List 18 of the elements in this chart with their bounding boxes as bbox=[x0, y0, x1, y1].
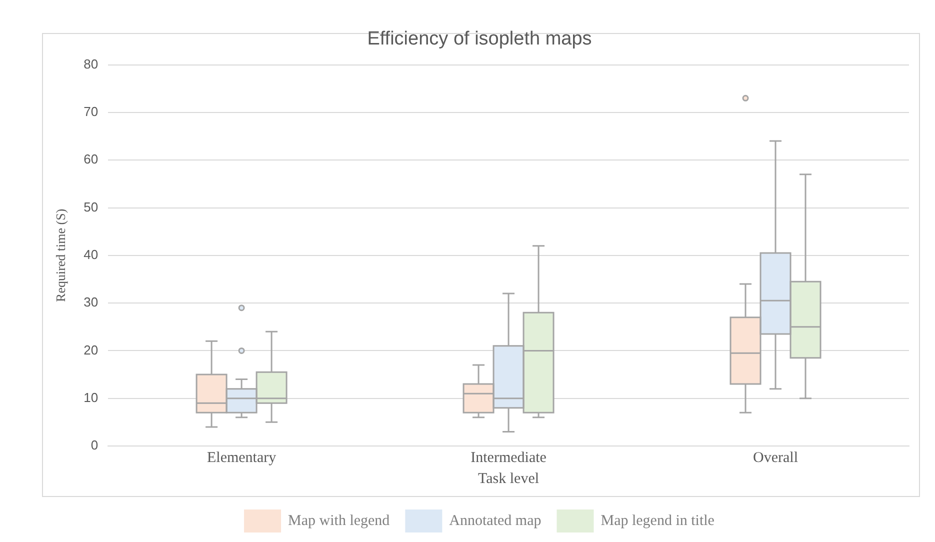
y-tick-label: 40 bbox=[84, 246, 98, 262]
legend-label: Map with legend bbox=[288, 512, 390, 529]
y-tick-label: 20 bbox=[84, 342, 98, 358]
y-axis-title: Required time (S) bbox=[53, 208, 68, 302]
x-axis-title: Task level bbox=[478, 470, 540, 487]
x-tick-label: Elementary bbox=[206, 450, 277, 466]
legend-label: Annotated map bbox=[449, 512, 542, 529]
y-tick-label: 80 bbox=[84, 56, 98, 72]
chart-title: Efficiency of isopleth maps bbox=[367, 28, 592, 50]
y-tick-label: 50 bbox=[84, 199, 98, 214]
legend-label: Map legend in title bbox=[600, 512, 715, 529]
y-tick-label: 0 bbox=[90, 438, 98, 453]
y-tick-label: 70 bbox=[84, 104, 98, 120]
y-tick-label: 30 bbox=[84, 294, 98, 310]
x-tick-label: Intermediate bbox=[470, 450, 547, 466]
y-tick-label: 10 bbox=[84, 390, 98, 405]
x-tick-label: Overall bbox=[753, 450, 798, 466]
y-tick-label: 60 bbox=[84, 152, 98, 167]
